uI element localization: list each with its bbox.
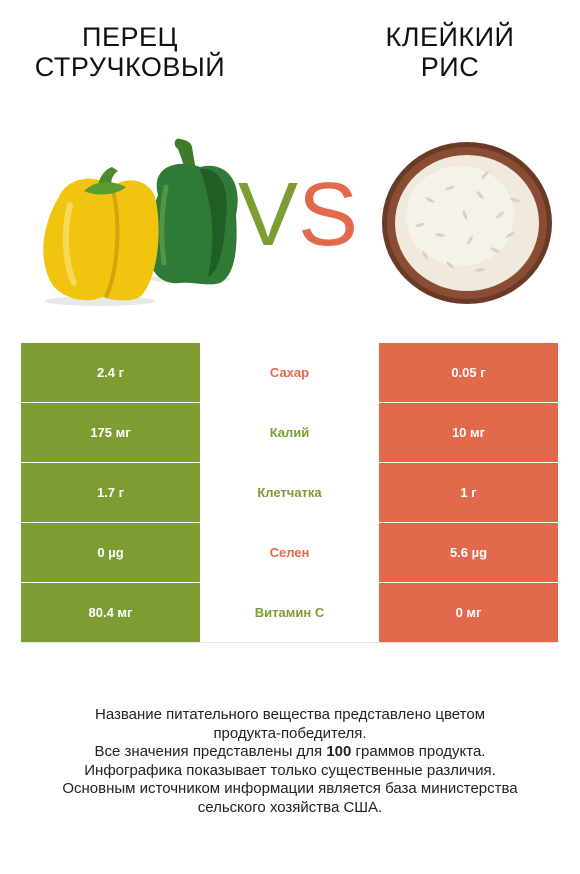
right-title-line1: КЛЕЙКИЙ [385,22,515,52]
comparison-table: 2.4 г Сахар 0.05 г 175 мг Калий 10 мг 1.… [21,343,558,643]
right-value-cell: 1 г [379,463,558,522]
footnote-line: продукта-победителя. [213,724,367,742]
right-value-cell: 0 мг [379,583,558,642]
table-row: 2.4 г Сахар 0.05 г [21,343,558,402]
right-value-cell: 5.6 µg [379,523,558,582]
nutrient-label: Витамин C [200,583,379,642]
left-value-cell: 0 µg [21,523,200,582]
footnote: Название питательного вещества представл… [20,706,560,817]
nutrient-label: Селен [200,523,379,582]
right-value-cell: 0.05 г [379,343,558,402]
left-title-line2: СТРУЧКОВЫЙ [34,52,226,82]
table-row: 0 µg Селен 5.6 µg [21,523,558,582]
left-value-cell: 1.7 г [21,463,200,522]
vs-label: VS [228,160,368,270]
table-row: 1.7 г Клетчатка 1 г [21,463,558,522]
right-value-cell: 10 мг [379,403,558,462]
nutrient-label: Калий [200,403,379,462]
right-product-title: КЛЕЙКИЙ РИС [340,22,560,82]
table-row: 80.4 мг Витамин C 0 мг [21,583,558,642]
footnote-line: Основным источником информации является … [62,780,518,797]
vs-v: V [237,165,298,265]
left-value-cell: 175 мг [21,403,200,462]
vs-s: S [298,165,359,265]
footnote-line: Название питательного вещества представл… [94,706,486,723]
left-product-title: ПЕРЕЦ СТРУЧКОВЫЙ [20,22,240,82]
left-value-cell: 2.4 г [21,343,200,402]
table-divider [21,642,558,643]
footnote-text: граммов продукта. [351,743,486,760]
footnote-bold: 100 [326,743,352,760]
footnote-line: сельского хозяйства США. [197,798,383,816]
nutrient-label: Клетчатка [200,463,379,522]
footnote-line: Все значения представлены для 100 граммо… [20,743,560,762]
bell-peppers-icon [43,138,238,306]
table-row: 175 мг Калий 10 мг [21,403,558,462]
rice-bowl-icon [382,142,552,304]
left-value-cell: 80.4 мг [21,583,200,642]
left-title-line1: ПЕРЕЦ [82,22,178,52]
right-title-line2: РИС [420,52,480,82]
footnote-text: Все значения представлены для [94,743,327,760]
footnote-line: Инфографика показывает только существенн… [84,761,496,779]
nutrient-label: Сахар [200,343,379,402]
